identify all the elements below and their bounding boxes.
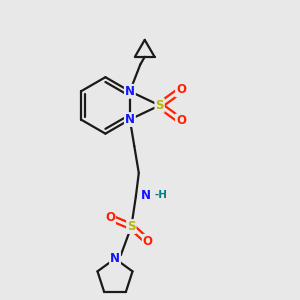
Text: N: N [110, 252, 120, 265]
Text: O: O [143, 235, 153, 248]
Text: O: O [105, 211, 115, 224]
Text: O: O [176, 114, 186, 128]
Text: S: S [155, 99, 164, 112]
Text: N: N [125, 85, 135, 98]
Text: O: O [176, 83, 186, 97]
Text: S: S [127, 220, 136, 233]
Text: N: N [141, 189, 151, 202]
Text: -H: -H [154, 190, 167, 200]
Text: N: N [125, 113, 135, 126]
